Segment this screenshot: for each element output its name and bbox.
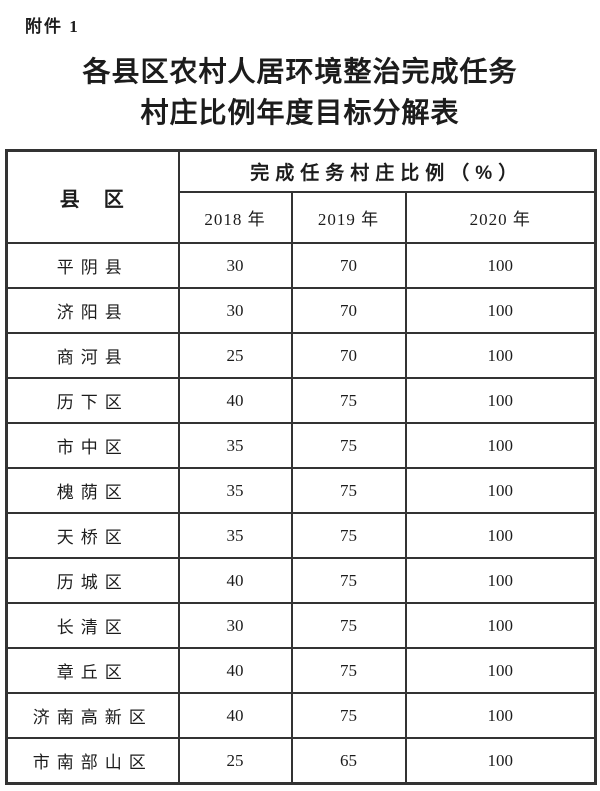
column-header-2019: 2019 年 (290, 191, 407, 244)
table-body: 平阴县 30 70 100 济阳县 30 70 100 商河县 25 70 10 (5, 242, 597, 785)
target-2018-cell: 35 (177, 512, 293, 559)
target-2020-cell: 100 (404, 512, 597, 559)
district-name-cell: 长清区 (5, 602, 180, 649)
table-row: 槐荫区 35 75 100 (5, 467, 597, 514)
target-2018-cell: 40 (177, 692, 293, 739)
target-2019-cell: 65 (290, 737, 407, 785)
district-name-cell: 历城区 (5, 557, 180, 604)
title-line-1: 各县区农村人居环境整治完成任务 (82, 57, 518, 88)
column-header-district: 县 区 (5, 149, 180, 244)
target-2019-cell: 75 (290, 422, 407, 469)
target-2020-cell: 100 (404, 422, 597, 469)
table-row: 长清区 30 75 100 (5, 602, 597, 649)
table-row: 历城区 40 75 100 (5, 557, 597, 604)
district-name-cell: 平阴县 (5, 242, 180, 289)
table-row: 市南部山区 25 65 100 (5, 737, 597, 785)
attachment-label: 附件 1 (25, 17, 80, 36)
target-2019-cell: 70 (290, 287, 407, 334)
table-row: 章丘区 40 75 100 (5, 647, 597, 694)
target-2018-cell: 30 (177, 287, 293, 334)
target-2020-cell: 100 (404, 242, 597, 289)
table-header: 县 区 完成任务村庄比例（%） 2018 年 2019 年 2020 年 (5, 149, 597, 244)
target-2018-cell: 40 (177, 377, 293, 424)
target-2019-cell: 75 (290, 377, 407, 424)
table-row: 天桥区 35 75 100 (5, 512, 597, 559)
target-2020-cell: 100 (404, 602, 597, 649)
target-2020-cell: 100 (404, 467, 597, 514)
target-2018-cell: 25 (177, 737, 293, 785)
target-2019-cell: 75 (290, 692, 407, 739)
column-header-2020: 2020 年 (404, 191, 597, 244)
header-row-years: 2018 年 2019 年 2020 年 (7, 191, 597, 244)
table-row: 济阳县 30 70 100 (5, 287, 597, 334)
district-name-cell: 济阳县 (5, 287, 180, 334)
targets-table: 县 区 完成任务村庄比例（%） 2018 年 2019 年 2020 年 平阴县… (5, 149, 598, 785)
district-name-cell: 章丘区 (5, 647, 180, 694)
target-2019-cell: 75 (290, 467, 407, 514)
district-name-cell: 天桥区 (5, 512, 180, 559)
target-2018-cell: 35 (177, 467, 293, 514)
target-2018-cell: 35 (177, 422, 293, 469)
target-2018-cell: 40 (177, 647, 293, 694)
target-2020-cell: 100 (404, 647, 597, 694)
document-title: 各县区农村人居环境整治完成任务 村庄比例年度目标分解表 (0, 52, 600, 134)
target-2020-cell: 100 (404, 737, 597, 785)
district-name-cell: 历下区 (5, 377, 180, 424)
target-2019-cell: 70 (290, 332, 407, 379)
target-2019-cell: 75 (290, 602, 407, 649)
target-2018-cell: 40 (177, 557, 293, 604)
header-row-group: 县 区 完成任务村庄比例（%） (5, 149, 597, 244)
column-group-header-completion-ratio: 完成任务村庄比例（%） (177, 149, 597, 193)
district-name-cell: 槐荫区 (5, 467, 180, 514)
district-name-cell: 商河县 (5, 332, 180, 379)
table-row: 济南高新区 40 75 100 (5, 692, 597, 739)
table-row: 历下区 40 75 100 (5, 377, 597, 424)
target-2020-cell: 100 (404, 557, 597, 604)
target-2019-cell: 70 (290, 242, 407, 289)
target-2020-cell: 100 (404, 332, 597, 379)
table-row: 平阴县 30 70 100 (5, 242, 597, 289)
target-2018-cell: 25 (177, 332, 293, 379)
table-row: 市中区 35 75 100 (5, 422, 597, 469)
district-name-cell: 市南部山区 (5, 737, 180, 785)
target-2019-cell: 75 (290, 557, 407, 604)
target-2018-cell: 30 (177, 602, 293, 649)
target-2020-cell: 100 (404, 287, 597, 334)
target-2020-cell: 100 (404, 377, 597, 424)
target-2020-cell: 100 (404, 692, 597, 739)
district-name-cell: 市中区 (5, 422, 180, 469)
column-header-2018: 2018 年 (177, 191, 293, 244)
district-name-cell: 济南高新区 (5, 692, 180, 739)
target-2019-cell: 75 (290, 647, 407, 694)
target-2019-cell: 75 (290, 512, 407, 559)
table-row: 商河县 25 70 100 (5, 332, 597, 379)
target-2018-cell: 30 (177, 242, 293, 289)
title-line-2: 村庄比例年度目标分解表 (140, 98, 460, 129)
